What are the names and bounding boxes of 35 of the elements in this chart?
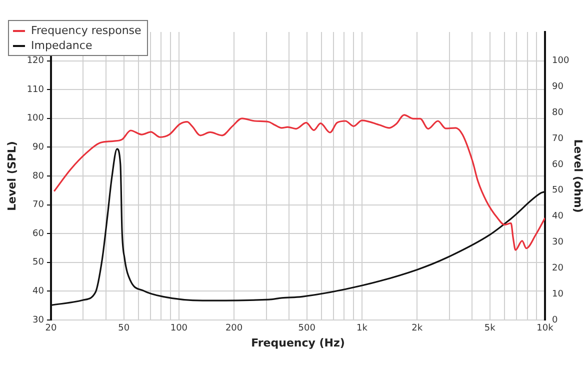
legend-label: Impedance <box>31 38 92 53</box>
y2-tick-label: 80 <box>552 108 564 118</box>
y2-axis-title: Level (ohm) <box>572 139 585 213</box>
y2-tick-label: 60 <box>552 160 564 170</box>
y-tick-label: 80 <box>32 171 44 182</box>
y-tick-label: 100 <box>26 114 44 124</box>
y-tick-label: 90 <box>32 142 44 153</box>
x-tick-label: 100 <box>170 324 188 334</box>
y2-tick-label: 20 <box>552 264 564 274</box>
y2-tick-label: 90 <box>552 82 564 92</box>
x-tick-label: 2k <box>412 324 424 334</box>
y-axis-title: Level (SPL) <box>5 141 18 211</box>
x-tick-label: 5k <box>484 324 496 334</box>
y-tick-label: 70 <box>32 200 44 210</box>
y2-tick-label: 50 <box>552 186 564 196</box>
y-tick-label: 120 <box>26 56 44 66</box>
y2-tick-label: 70 <box>552 134 564 144</box>
y2-tick-label: 40 <box>552 212 564 222</box>
y-tick-label: 60 <box>32 228 44 239</box>
legend-label: Frequency response <box>31 23 142 38</box>
x-tick-label: 500 <box>298 324 316 334</box>
y-tick-label: 30 <box>32 315 44 326</box>
x-tick-label: 20 <box>45 324 57 334</box>
x-tick-label: 200 <box>225 324 243 334</box>
y2-tick-label: 0 <box>552 315 558 326</box>
y-tick-label: 110 <box>26 84 44 95</box>
y-tick-label: 50 <box>32 258 44 268</box>
y2-tick-label: 100 <box>552 56 570 66</box>
y-tick-label: 40 <box>32 286 44 297</box>
x-axis-title: Frequency (Hz) <box>251 336 345 350</box>
x-tick-label: 1k <box>356 324 368 334</box>
y2-tick-label: 30 <box>552 238 564 248</box>
x-tick-label: 10k <box>536 324 554 334</box>
x-tick-label: 50 <box>118 324 130 334</box>
y2-tick-label: 10 <box>552 289 564 300</box>
